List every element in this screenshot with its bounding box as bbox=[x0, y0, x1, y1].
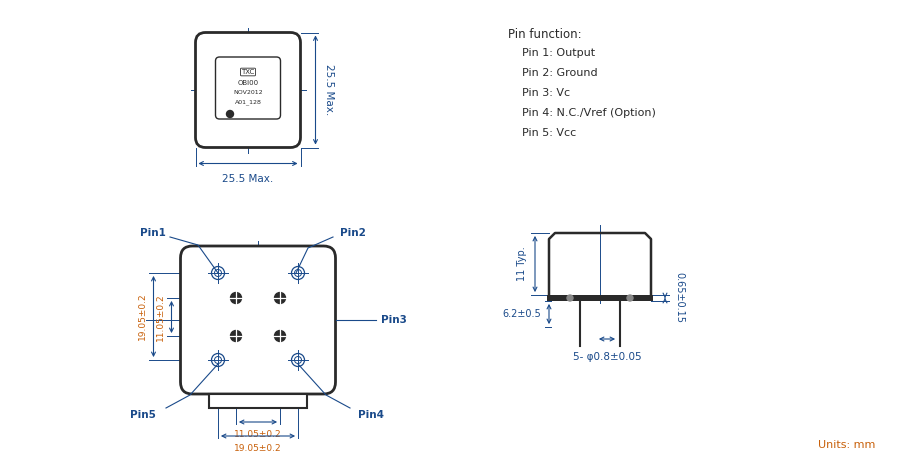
Text: 11.05±0.2: 11.05±0.2 bbox=[234, 430, 282, 439]
Text: Pin 4: N.C./Vref (Option): Pin 4: N.C./Vref (Option) bbox=[522, 108, 656, 118]
Text: 5- φ0.8±0.05: 5- φ0.8±0.05 bbox=[573, 352, 642, 362]
Text: Pin3: Pin3 bbox=[380, 315, 407, 325]
Text: OBI00: OBI00 bbox=[238, 80, 259, 86]
Text: 25.5 Max.: 25.5 Max. bbox=[324, 64, 334, 116]
Text: Pin1: Pin1 bbox=[140, 228, 166, 238]
Text: 25.5 Max.: 25.5 Max. bbox=[222, 173, 273, 183]
Text: Units: mm: Units: mm bbox=[818, 440, 875, 450]
FancyBboxPatch shape bbox=[216, 57, 281, 119]
Text: Pin 2: Ground: Pin 2: Ground bbox=[522, 68, 598, 78]
FancyBboxPatch shape bbox=[180, 246, 335, 394]
Circle shape bbox=[274, 292, 285, 304]
Text: Pin 3: Vc: Pin 3: Vc bbox=[522, 88, 570, 98]
Circle shape bbox=[274, 330, 285, 342]
Text: Pin2: Pin2 bbox=[340, 228, 366, 238]
Text: Pin5: Pin5 bbox=[130, 410, 156, 420]
Text: A01_128: A01_128 bbox=[235, 99, 261, 105]
Circle shape bbox=[230, 292, 241, 304]
Text: NOV2012: NOV2012 bbox=[233, 91, 263, 95]
Text: TXC: TXC bbox=[241, 69, 255, 75]
Circle shape bbox=[230, 330, 241, 342]
Polygon shape bbox=[549, 233, 651, 295]
Bar bbox=[209, 394, 307, 408]
Text: Pin4: Pin4 bbox=[358, 410, 384, 420]
Text: Pin 5: Vcc: Pin 5: Vcc bbox=[522, 128, 576, 138]
Text: 19.05±0.2: 19.05±0.2 bbox=[234, 444, 282, 453]
Circle shape bbox=[227, 110, 233, 118]
Bar bbox=[547, 295, 653, 301]
Text: 19.05±0.2: 19.05±0.2 bbox=[137, 293, 146, 340]
Text: 11.05±0.2: 11.05±0.2 bbox=[155, 293, 165, 341]
Circle shape bbox=[567, 295, 573, 301]
Text: 6.2±0.5: 6.2±0.5 bbox=[503, 309, 541, 319]
Circle shape bbox=[627, 295, 633, 301]
Text: Pin 1: Output: Pin 1: Output bbox=[522, 48, 595, 58]
Text: Pin function:: Pin function: bbox=[508, 28, 581, 41]
Text: 0.65±0.15: 0.65±0.15 bbox=[674, 273, 684, 323]
FancyBboxPatch shape bbox=[196, 32, 301, 148]
Text: 11 Typ.: 11 Typ. bbox=[517, 247, 527, 282]
